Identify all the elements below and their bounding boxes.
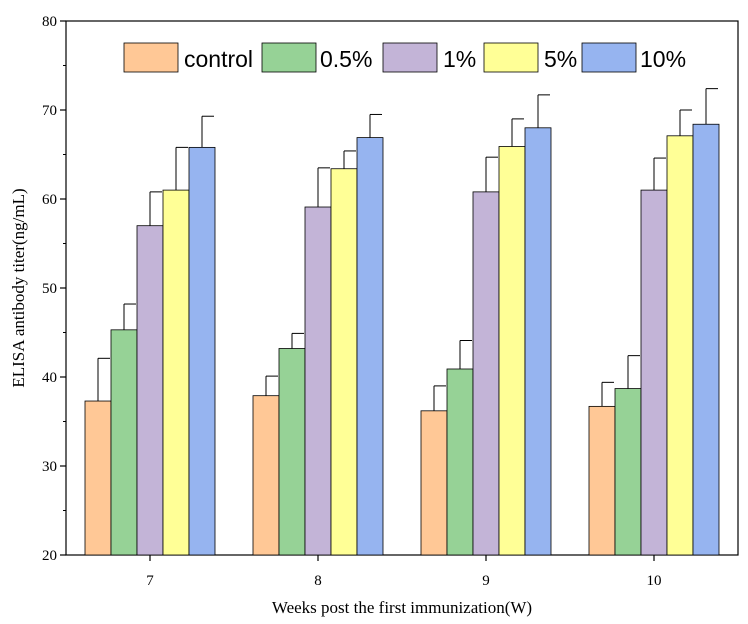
bar-10pct-w8: [356, 137, 384, 556]
bar-0-5pct-w10: [614, 388, 642, 556]
plot-area: 20 30 40 50 60 70 80 7 8 9 10 control 0.5% 1% 5% 10%: [42, 14, 739, 589]
y-axis-title: ELISA antibody titer(ng/mL): [9, 188, 28, 387]
bar-1pct-w8: [304, 206, 332, 556]
bar-5pct-w9: [498, 146, 526, 556]
y-tick-label: 20: [42, 548, 57, 564]
legend-label: 0.5%: [320, 46, 372, 72]
y-tick-label: 30: [42, 459, 57, 475]
legend-swatch-10pct: [581, 42, 637, 73]
legend-label: 5%: [544, 46, 577, 72]
bar-0-5pct-w9: [446, 368, 474, 556]
legend-label: 1%: [443, 46, 476, 72]
bar-control-w8: [252, 395, 280, 556]
legend-label: 10%: [640, 46, 686, 72]
bar-control-w10: [588, 405, 616, 556]
bars-group: [84, 123, 720, 556]
legend-swatch-1pct: [382, 42, 438, 73]
x-tick-label: 9: [482, 573, 490, 589]
x-axis: 7 8 9 10: [146, 555, 662, 589]
legend-label: control: [184, 46, 253, 72]
bar-0-5pct-w8: [278, 348, 306, 556]
bar-5pct-w10: [666, 135, 694, 556]
bar-control-w9: [420, 410, 448, 556]
legend-swatch-0-5pct: [261, 42, 317, 73]
legend-swatch-control: [123, 42, 179, 73]
y-tick-label: 80: [42, 14, 57, 30]
bar-10pct-w9: [524, 127, 552, 556]
bar-10pct-w7: [188, 146, 216, 556]
bar-10pct-w10: [692, 123, 720, 556]
y-tick-label: 50: [42, 281, 57, 297]
x-tick-label: 7: [146, 573, 154, 589]
y-tick-label: 70: [42, 103, 57, 119]
bar-5pct-w7: [162, 189, 190, 556]
y-tick-label: 60: [42, 192, 57, 208]
bar-0-5pct-w7: [110, 329, 138, 556]
legend: control 0.5% 1% 5% 10%: [123, 42, 686, 73]
error-bars-group: [97, 88, 718, 411]
bar-5pct-w8: [330, 168, 358, 556]
bar-control-w7: [84, 400, 112, 556]
y-axis: 20 30 40 50 60 70 80: [42, 14, 66, 564]
x-tick-label: 8: [314, 573, 322, 589]
y-tick-label: 40: [42, 370, 57, 386]
bar-1pct-w10: [640, 189, 668, 556]
x-axis-title: Weeks post the first immunization(W): [272, 598, 532, 617]
bar-1pct-w7: [136, 225, 164, 556]
bar-1pct-w9: [472, 191, 500, 556]
x-tick-label: 10: [647, 573, 662, 589]
legend-swatch-5pct: [483, 42, 539, 73]
